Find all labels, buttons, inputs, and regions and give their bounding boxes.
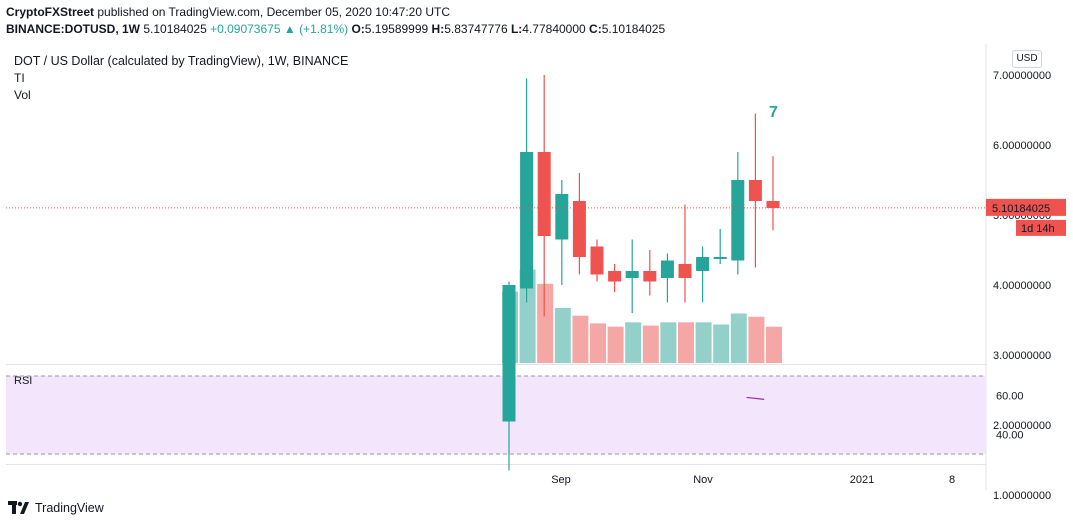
indicator-rsi-label[interactable]: RSI xyxy=(14,375,33,387)
volume-bar xyxy=(695,322,712,363)
brand-name: TradingView xyxy=(35,501,104,515)
volume-bar xyxy=(660,322,677,363)
publish-text: published on TradingView.com, December 0… xyxy=(97,5,451,19)
chart-title[interactable]: DOT / US Dollar (calculated by TradingVi… xyxy=(14,54,349,68)
candle-body xyxy=(625,271,639,278)
volume-bar xyxy=(590,323,606,363)
volume-bar xyxy=(748,316,765,363)
open-label: O: xyxy=(351,22,365,36)
price-change-pct: (+1.81%) xyxy=(299,22,349,36)
time-axis-tick: Nov xyxy=(693,474,713,486)
candle-body xyxy=(713,257,727,259)
volume-bar xyxy=(642,325,659,363)
volume-bar xyxy=(625,322,642,363)
candle-body xyxy=(537,152,551,236)
indicator-volume-label[interactable]: Vol xyxy=(14,88,31,102)
price-change: +0.09073675 xyxy=(210,22,281,36)
price-axis-tick: 6.00000000 xyxy=(993,140,1051,152)
close-label: C: xyxy=(589,22,602,36)
ohlc-line: BINANCE:DOTUSD, 1W 5.10184025 +0.0907367… xyxy=(6,21,665,38)
candle-body xyxy=(590,246,604,275)
low-label: L: xyxy=(510,22,523,36)
high-value: 5.83747776 xyxy=(444,22,508,36)
price-axis-tick: 4.00000000 xyxy=(993,280,1051,292)
indicator-ti-label[interactable]: TI xyxy=(14,71,25,85)
volume-bar xyxy=(554,308,571,363)
time-axis[interactable]: Sep Nov 2021 8 xyxy=(551,474,955,486)
countdown-value: 1d 14h xyxy=(1021,223,1055,235)
time-axis-tick: 2021 xyxy=(850,474,874,486)
price-axis-tick: 2.00000000 xyxy=(993,420,1051,432)
low-value: 4.77840000 xyxy=(522,22,586,36)
candle-body xyxy=(502,285,516,422)
currency-button[interactable]: USD xyxy=(1012,50,1042,68)
candlesticks xyxy=(502,75,780,471)
up-arrow-icon: ▲ xyxy=(283,22,296,36)
symbol-line: BINANCE:DOTUSD, 1W xyxy=(6,22,140,36)
volume-bar xyxy=(519,269,536,363)
open-value: 5.19589999 xyxy=(364,22,429,36)
last-price: 5.10184025 xyxy=(143,22,207,36)
close-value: 5.10184025 xyxy=(601,22,666,36)
volume-bar xyxy=(730,313,747,363)
time-axis-tick: 8 xyxy=(949,474,955,486)
price-axis-tick: 1.00000000 xyxy=(993,490,1051,502)
candle-body xyxy=(766,201,780,208)
high-label: H: xyxy=(431,22,445,36)
volume-bar xyxy=(766,326,782,363)
candle-body xyxy=(643,271,657,282)
price-axis-tick: 3.00000000 xyxy=(993,350,1051,362)
volume-bar xyxy=(713,324,730,363)
candle-body xyxy=(731,180,745,261)
time-axis-tick: Sep xyxy=(551,474,571,486)
publisher-name[interactable]: CryptoFXStreet xyxy=(6,5,95,19)
candle-body xyxy=(660,260,674,278)
price-tag-value: 5.10184025 xyxy=(992,203,1050,215)
price-axis-tick: 7.00000000 xyxy=(993,70,1051,82)
candle-body xyxy=(696,257,710,271)
volume-bar xyxy=(537,283,554,363)
volume-bar xyxy=(678,322,694,363)
countdown-tag xyxy=(1016,219,1066,236)
volume-bar xyxy=(572,315,589,363)
candle-body xyxy=(748,180,762,201)
price-tag xyxy=(986,198,1066,216)
rsi-pane: 60.00 40.00 xyxy=(746,391,1024,442)
candle-body xyxy=(678,264,692,278)
rsi-axis-tick: 40.00 xyxy=(996,430,1024,442)
volume-bars xyxy=(502,269,782,363)
chart-legend: DOT / US Dollar (calculated by TradingVi… xyxy=(14,53,348,104)
tradingview-logo[interactable]: TradingView xyxy=(8,501,104,515)
td-sequential-count: 7 xyxy=(769,104,778,121)
candle-body xyxy=(572,201,586,257)
rsi-axis-tick: 60.00 xyxy=(996,391,1024,403)
candle-body xyxy=(555,194,569,240)
rsi-band xyxy=(6,376,986,454)
rsi-line xyxy=(746,396,765,400)
candle-body xyxy=(520,152,534,289)
publish-info: CryptoFXStreet published on TradingView.… xyxy=(6,4,450,21)
candle-body xyxy=(608,271,622,282)
volume-bar xyxy=(607,326,624,363)
tradingview-logo-icon xyxy=(8,501,29,514)
